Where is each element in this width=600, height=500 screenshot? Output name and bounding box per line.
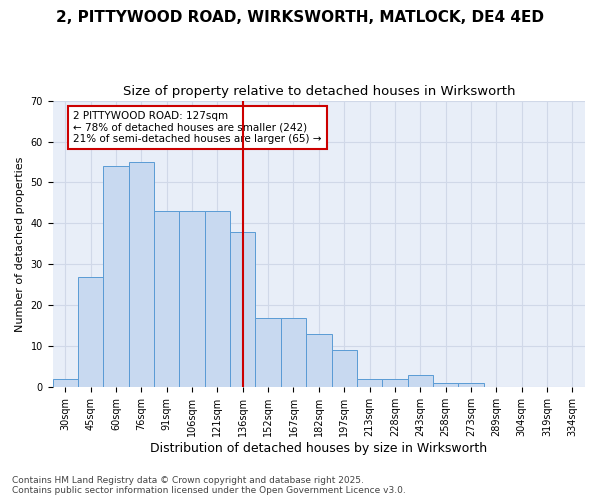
Text: 2 PITTYWOOD ROAD: 127sqm
← 78% of detached houses are smaller (242)
21% of semi-: 2 PITTYWOOD ROAD: 127sqm ← 78% of detach…: [73, 111, 322, 144]
Bar: [332, 350, 357, 388]
Text: 2, PITTYWOOD ROAD, WIRKSWORTH, MATLOCK, DE4 4ED: 2, PITTYWOOD ROAD, WIRKSWORTH, MATLOCK, …: [56, 10, 544, 25]
Bar: [129, 162, 154, 388]
Bar: [103, 166, 129, 388]
Bar: [458, 384, 484, 388]
Bar: [256, 318, 281, 388]
Bar: [53, 379, 78, 388]
Bar: [154, 211, 179, 388]
Bar: [205, 211, 230, 388]
Text: Contains HM Land Registry data © Crown copyright and database right 2025.
Contai: Contains HM Land Registry data © Crown c…: [12, 476, 406, 495]
X-axis label: Distribution of detached houses by size in Wirksworth: Distribution of detached houses by size …: [150, 442, 487, 455]
Bar: [78, 276, 103, 388]
Bar: [281, 318, 306, 388]
Bar: [230, 232, 256, 388]
Bar: [179, 211, 205, 388]
Bar: [382, 379, 407, 388]
Bar: [306, 334, 332, 388]
Y-axis label: Number of detached properties: Number of detached properties: [15, 156, 25, 332]
Bar: [357, 379, 382, 388]
Title: Size of property relative to detached houses in Wirksworth: Size of property relative to detached ho…: [122, 85, 515, 98]
Bar: [407, 375, 433, 388]
Bar: [433, 384, 458, 388]
